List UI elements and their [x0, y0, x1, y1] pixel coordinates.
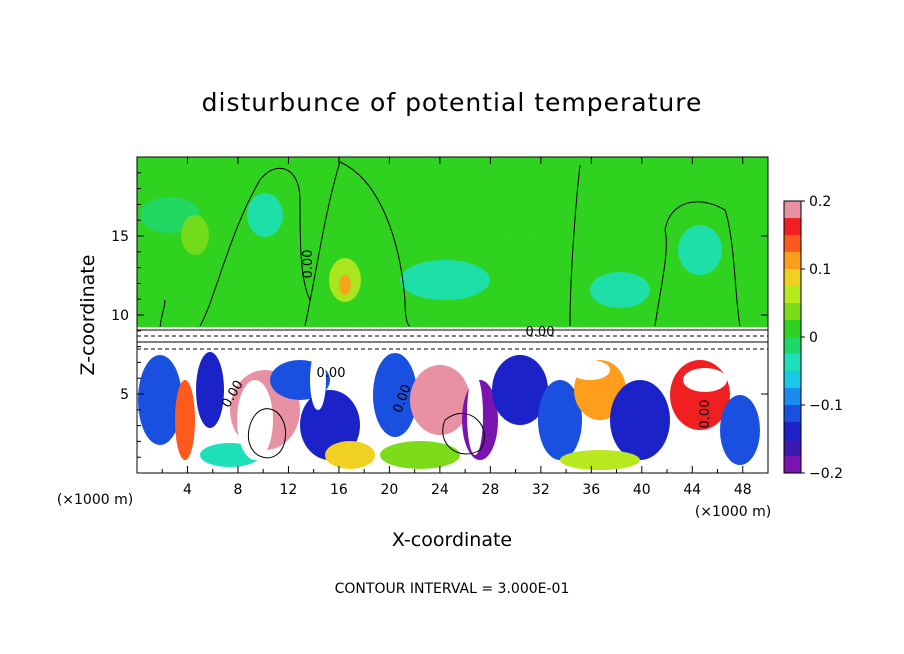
upper-field-patch — [400, 260, 490, 300]
x-tick-label: 32 — [532, 482, 550, 498]
lower-field-patch — [410, 365, 470, 435]
contour-label: 0.00 — [301, 250, 316, 279]
x-tick-label: 28 — [481, 482, 499, 498]
plot-area — [137, 157, 768, 473]
lower-field-patch — [720, 395, 760, 465]
lower-field-patch — [196, 352, 224, 428]
x-unit-right: (×1000 m) — [695, 504, 771, 520]
colorbar-swatch — [784, 422, 801, 440]
lower-field-patch — [610, 380, 670, 460]
upper-field-layer — [140, 185, 722, 315]
saturated-patch — [570, 360, 610, 380]
lower-field-patch — [175, 380, 195, 460]
upper-field-patch — [181, 215, 209, 255]
y-tick-label: 10 — [111, 308, 129, 324]
x-tick-label: 24 — [431, 482, 449, 498]
colorbar-swatch — [784, 252, 801, 270]
colorbar-tick-label: 0.1 — [809, 262, 831, 278]
colorbar-swatch — [784, 371, 801, 389]
y-axis: 5 10 15 — [111, 172, 768, 458]
colorbar-tick-label: −0.2 — [809, 466, 843, 482]
upper-field-patch — [480, 185, 560, 235]
contour-lines — [159, 161, 741, 459]
colorbar-swatch — [784, 388, 801, 406]
contour-line — [569, 164, 581, 327]
lower-field-patch — [380, 441, 460, 469]
saturated-patch — [310, 350, 326, 410]
x-tick-label: 20 — [380, 482, 398, 498]
lower-field-patch — [325, 441, 375, 469]
upper-field-patch — [678, 225, 722, 275]
x-axis: 4 8 12 16 20 24 28 32 36 40 44 48 — [161, 157, 752, 498]
lower-field-patch — [373, 353, 417, 437]
colorbar-tick-label: 0 — [809, 330, 818, 346]
contour-label: 0.00 — [698, 400, 713, 429]
colorbar-swatch — [784, 303, 801, 321]
saturated-patch — [683, 368, 727, 392]
upper-field-patch — [215, 285, 265, 315]
x-tick-label: 12 — [280, 482, 298, 498]
x-axis-label: X-coordinate — [392, 529, 512, 551]
contour-label: 0.00 — [526, 325, 555, 340]
colorbar-swatch — [784, 337, 801, 355]
colorbar-swatch — [784, 269, 801, 287]
contour-line — [442, 413, 486, 455]
contour-interval-note: CONTOUR INTERVAL = 3.000E-01 — [335, 581, 570, 597]
lower-field-patch — [138, 355, 182, 445]
colorbar-swatch — [784, 286, 801, 304]
colorbar-swatch — [784, 201, 801, 219]
x-tick-label: 16 — [330, 482, 348, 498]
colorbar-swatch — [784, 456, 801, 474]
upper-field-patch — [339, 275, 351, 295]
contour-line — [199, 167, 311, 327]
y-tick-label: 15 — [111, 229, 129, 245]
lower-field-patch — [538, 380, 582, 460]
colorbar-swatch — [784, 354, 801, 372]
colorbar — [784, 201, 801, 474]
x-tick-label: 8 — [233, 482, 242, 498]
chart-title: disturbunce of potential temperature — [202, 88, 703, 117]
x-tick-label: 36 — [582, 482, 600, 498]
colorbar-swatch — [784, 218, 801, 236]
colorbar-swatch — [784, 320, 801, 338]
inversion-band — [137, 327, 768, 352]
contour-label: 0.00 — [317, 366, 346, 381]
lower-field-patch — [560, 450, 640, 470]
x-tick-label: 40 — [633, 482, 651, 498]
saturated-patch — [237, 380, 273, 460]
colorbar-tick-label: 0.2 — [809, 194, 831, 210]
y-axis-label: Z-coordinate — [77, 255, 99, 376]
x-tick-label: 4 — [183, 482, 192, 498]
contour-line — [247, 408, 287, 459]
saturated-patch — [467, 375, 483, 455]
contour-line — [654, 201, 741, 327]
colorbar-ticks: 0.2 0.1 0 −0.1 −0.2 — [801, 194, 843, 482]
colorbar-swatch — [784, 439, 801, 457]
colorbar-tick-label: −0.1 — [809, 398, 843, 414]
x-tick-label: 44 — [683, 482, 701, 498]
colorbar-swatch — [784, 405, 801, 423]
y-tick-label: 5 — [120, 387, 129, 403]
lower-field-patch — [492, 355, 548, 425]
colorbar-swatch — [784, 235, 801, 253]
x-unit-left: (×1000 m) — [57, 492, 133, 508]
upper-field-patch — [247, 193, 283, 237]
inversion-band-contours — [137, 329, 768, 350]
x-tick-label: 48 — [734, 482, 752, 498]
upper-field-patch — [590, 272, 650, 308]
contour-line — [304, 161, 411, 327]
lower-field-layer — [138, 350, 760, 470]
